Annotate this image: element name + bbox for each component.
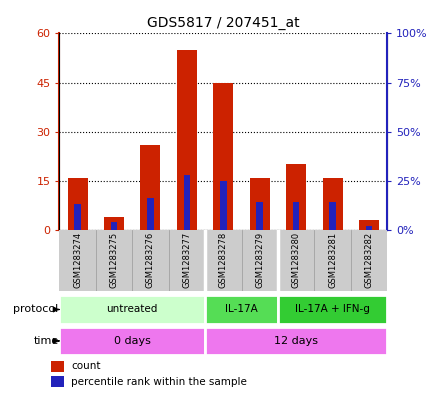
Text: untreated: untreated: [106, 305, 158, 314]
Text: GSM1283280: GSM1283280: [292, 232, 301, 288]
Text: GSM1283282: GSM1283282: [364, 232, 374, 288]
Text: count: count: [71, 362, 101, 371]
Title: GDS5817 / 207451_at: GDS5817 / 207451_at: [147, 16, 300, 29]
Bar: [177, 50, 197, 230]
Bar: [147, 198, 154, 230]
Text: GSM1283281: GSM1283281: [328, 232, 337, 288]
Bar: [51, 361, 64, 372]
Text: GSM1283277: GSM1283277: [182, 232, 191, 288]
Text: time: time: [33, 336, 59, 346]
Bar: [104, 217, 124, 230]
Bar: [183, 175, 190, 230]
Text: 12 days: 12 days: [274, 336, 318, 346]
Bar: [51, 376, 64, 387]
Bar: [286, 164, 306, 230]
Bar: [59, 327, 205, 355]
Bar: [359, 220, 379, 230]
Bar: [278, 296, 387, 324]
Bar: [68, 178, 88, 230]
Bar: [111, 222, 117, 230]
Bar: [323, 178, 343, 230]
Bar: [59, 296, 205, 324]
Bar: [140, 145, 161, 230]
Bar: [250, 178, 270, 230]
Text: protocol: protocol: [14, 305, 59, 314]
Bar: [205, 327, 387, 355]
Text: GSM1283279: GSM1283279: [255, 232, 264, 288]
Bar: [257, 202, 263, 230]
Bar: [74, 204, 81, 230]
Bar: [366, 226, 372, 230]
Text: GSM1283278: GSM1283278: [219, 232, 228, 288]
Text: GSM1283274: GSM1283274: [73, 232, 82, 288]
Text: IL-17A + IFN-g: IL-17A + IFN-g: [295, 305, 370, 314]
Text: GSM1283276: GSM1283276: [146, 232, 155, 288]
Bar: [205, 296, 278, 324]
Bar: [293, 202, 300, 230]
Text: GSM1283275: GSM1283275: [110, 232, 118, 288]
Bar: [220, 181, 227, 230]
Bar: [329, 202, 336, 230]
Text: percentile rank within the sample: percentile rank within the sample: [71, 377, 247, 387]
Text: 0 days: 0 days: [114, 336, 150, 346]
Bar: [213, 83, 233, 230]
Text: IL-17A: IL-17A: [225, 305, 258, 314]
